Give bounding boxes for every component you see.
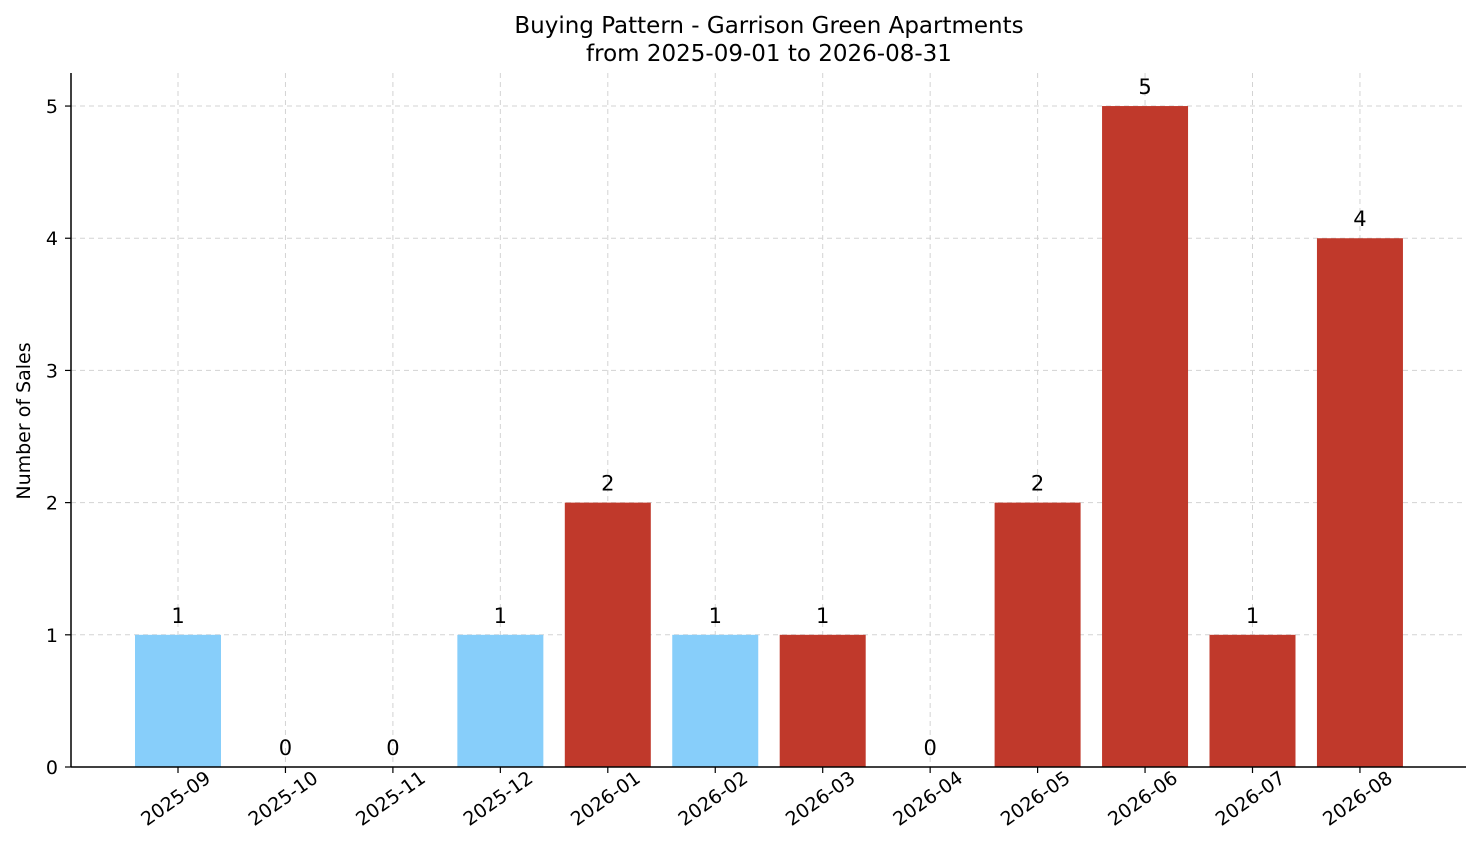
bar-2025-12 bbox=[457, 634, 544, 767]
y-tick-label: 2 bbox=[46, 493, 58, 515]
bar-2026-08 bbox=[1316, 238, 1403, 767]
x-tick-label-2025-11: 2025-11 bbox=[352, 767, 430, 831]
chart-title: Buying Pattern - Garrison Green Apartmen… bbox=[514, 13, 1023, 39]
x-tick-label-2026-04: 2026-04 bbox=[889, 767, 967, 831]
data-label-2026-04: 0 bbox=[923, 736, 936, 760]
bar-2026-06 bbox=[1102, 106, 1189, 768]
x-tick-label-2026-03: 2026-03 bbox=[782, 767, 860, 831]
y-tick-label: 4 bbox=[46, 228, 58, 250]
x-tick-label-2025-10: 2025-10 bbox=[245, 767, 323, 831]
x-tick-label-2026-07: 2026-07 bbox=[1212, 767, 1290, 831]
bar-2026-07 bbox=[1209, 634, 1296, 767]
data-label-2026-07: 1 bbox=[1246, 604, 1259, 628]
y-tick-label: 3 bbox=[46, 360, 58, 382]
data-label-2026-02: 1 bbox=[709, 604, 722, 628]
bar-2026-02 bbox=[672, 634, 759, 767]
data-label-2026-05: 2 bbox=[1031, 472, 1044, 496]
data-labels: 1 0 0 1 2 1 1 0 2 5 1 4 bbox=[171, 75, 1366, 760]
axes bbox=[70, 73, 1466, 768]
y-tick-label: 1 bbox=[46, 625, 58, 647]
y-axis-label: Number of Sales bbox=[13, 342, 35, 499]
data-label-2025-10: 0 bbox=[279, 736, 292, 760]
chart-subtitle: from 2025-09-01 to 2026-08-31 bbox=[586, 41, 952, 67]
data-label-2026-06: 5 bbox=[1138, 75, 1151, 99]
x-tick-label-2025-09: 2025-09 bbox=[137, 767, 215, 831]
data-label-2026-01: 2 bbox=[601, 472, 614, 496]
x-tick-label-2026-05: 2026-05 bbox=[997, 767, 1075, 831]
x-tick-label-2026-06: 2026-06 bbox=[1104, 767, 1182, 831]
bar-2025-09 bbox=[135, 634, 221, 767]
bar-2026-01 bbox=[564, 502, 651, 767]
data-label-2026-03: 1 bbox=[816, 604, 829, 628]
bar-2026-03 bbox=[779, 634, 866, 767]
bars bbox=[135, 106, 1403, 768]
data-label-2025-11: 0 bbox=[386, 736, 399, 760]
data-label-2025-12: 1 bbox=[494, 604, 507, 628]
data-label-2026-08: 4 bbox=[1353, 207, 1366, 231]
bar-2026-05 bbox=[994, 502, 1081, 767]
y-tick-label: 5 bbox=[46, 96, 58, 118]
x-tick-label-2026-01: 2026-01 bbox=[567, 767, 645, 831]
x-tick-label-2026-08: 2026-08 bbox=[1319, 767, 1397, 831]
x-tick-label-2025-12: 2025-12 bbox=[459, 767, 537, 831]
y-tick-label: 0 bbox=[46, 757, 58, 779]
x-tick-label-2026-02: 2026-02 bbox=[674, 767, 752, 831]
data-label-2025-09: 1 bbox=[171, 604, 184, 628]
